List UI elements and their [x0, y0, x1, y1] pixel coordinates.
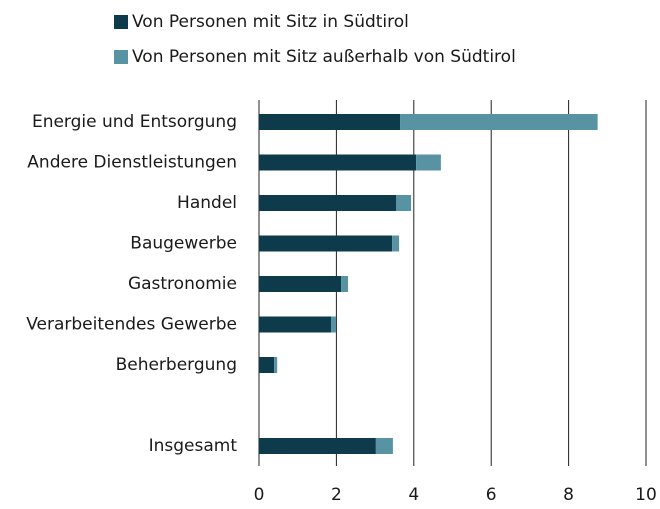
bar [400, 114, 598, 130]
bar [395, 195, 412, 211]
bar [375, 438, 393, 454]
legend-label: Von Personen mit Sitz in Südtirol [132, 12, 409, 32]
bar [259, 438, 376, 454]
y-tick-label: Beherbergung [116, 355, 237, 375]
y-tick-label: Baugewerbe [130, 234, 237, 254]
bar [392, 235, 400, 252]
bar [259, 154, 417, 171]
y-tick-label: Handel [177, 193, 237, 213]
y-tick-label: Energie und Entsorgung [32, 112, 237, 132]
x-tick-label: 0 [254, 485, 265, 505]
y-tick-label: Andere Dienstleistungen [27, 153, 237, 173]
legend-swatch [114, 15, 128, 29]
bar [259, 316, 331, 333]
x-tick-label: 8 [563, 485, 574, 505]
x-tick-label: 6 [486, 485, 497, 505]
bar [330, 316, 337, 333]
x-tick-label: 10 [635, 485, 657, 505]
bar [259, 235, 393, 252]
bar [259, 114, 401, 130]
legend-swatch [114, 50, 128, 64]
x-tick-label: 4 [408, 485, 419, 505]
y-tick-label: Gastronomie [128, 274, 237, 294]
bar [259, 357, 275, 373]
bar [259, 195, 396, 211]
bar [341, 276, 349, 292]
legend-label: Von Personen mit Sitz außerhalb von Südt… [132, 47, 516, 67]
y-tick-label: Verarbeitendes Gewerbe [26, 315, 237, 335]
x-tick-label: 2 [331, 485, 342, 505]
bar [274, 357, 278, 373]
bar [416, 154, 441, 171]
bar [259, 276, 342, 292]
y-tick-label: Insgesamt [149, 436, 238, 456]
